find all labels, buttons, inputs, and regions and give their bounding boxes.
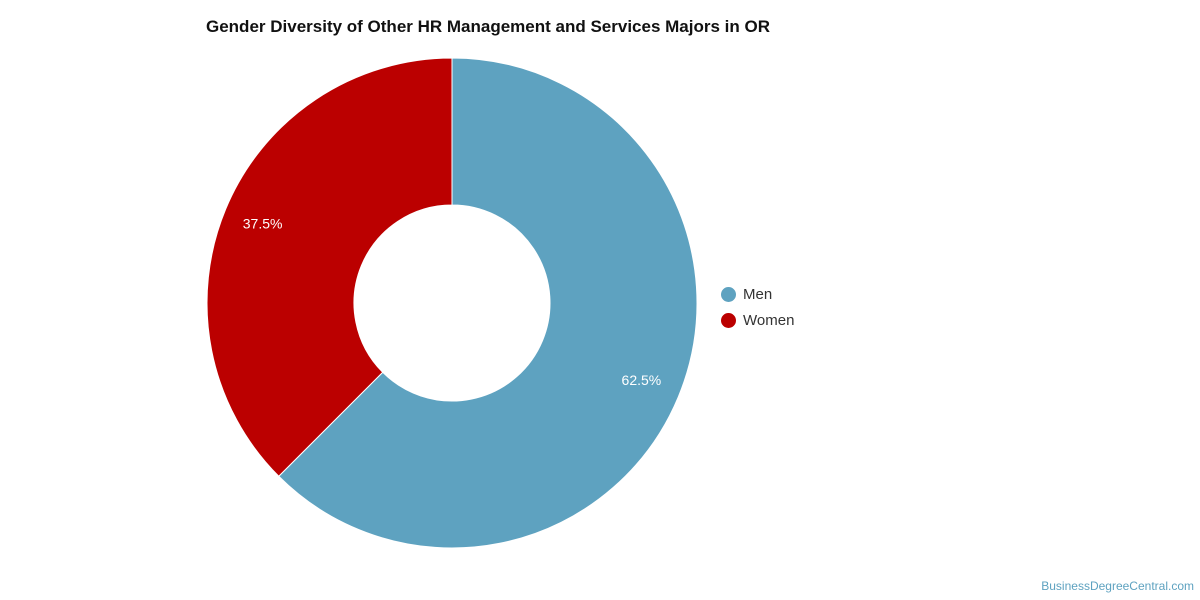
legend-swatch-women [721,312,736,328]
legend-label-men: Men [743,285,773,303]
data-label-women: 37.5% [243,215,283,231]
legend-label-women: Women [743,311,795,329]
slice-women[interactable] [206,57,453,477]
legend-swatch-men [721,286,736,302]
chart-title: Gender Diversity of Other HR Management … [206,17,770,36]
data-label-men: 62.5% [622,372,662,388]
legend-item-women[interactable]: Women [721,307,794,333]
watermark: BusinessDegreeCentral.com [1041,579,1194,593]
legend: Men Women [721,281,794,333]
legend-item-men[interactable]: Men [721,281,794,307]
slice-men[interactable] [278,57,698,549]
